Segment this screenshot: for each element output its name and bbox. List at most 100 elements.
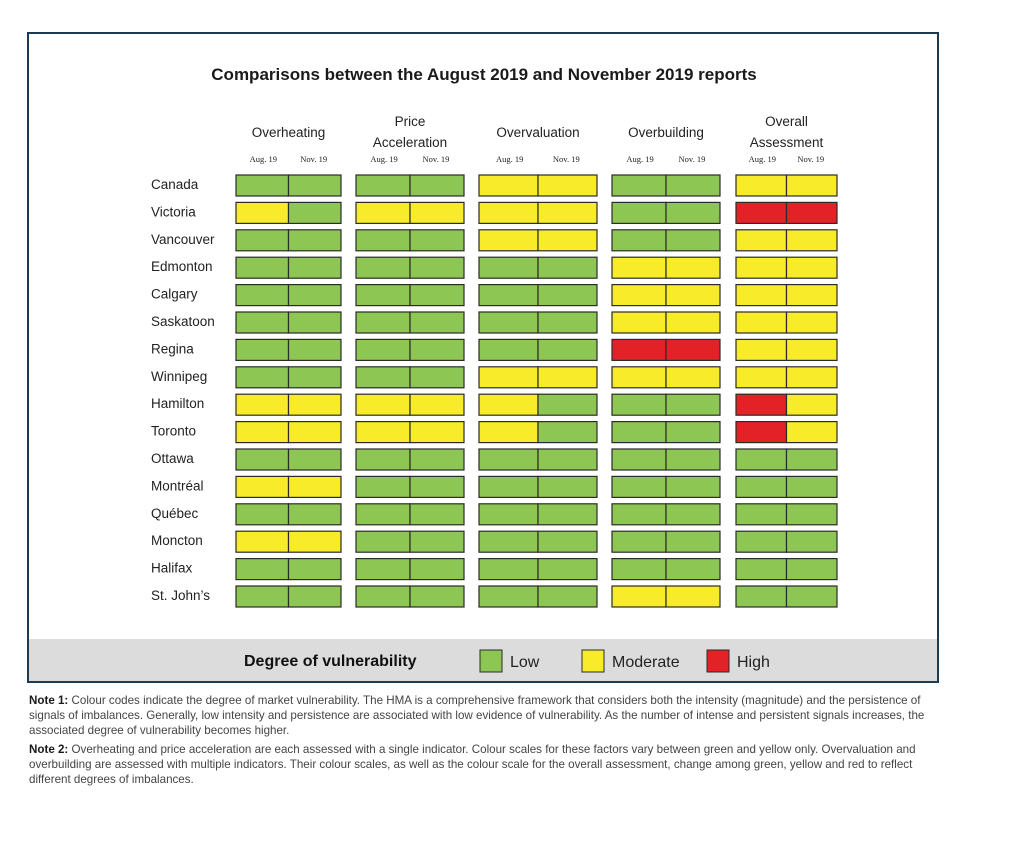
cell-ottawa-0-1 bbox=[287, 448, 342, 471]
cell-calgary-0-1 bbox=[287, 284, 342, 307]
cell-saskatoon-0-0 bbox=[235, 311, 290, 334]
cell-hamilton-4-0 bbox=[735, 393, 788, 416]
sub-header-4-1: Nov. 19 bbox=[797, 154, 824, 164]
cell-moncton-1-0 bbox=[355, 530, 411, 553]
cell-ottawa-1-0 bbox=[355, 448, 411, 471]
cell-victoria-0-0 bbox=[235, 201, 290, 224]
sub-header-1-0: Aug. 19 bbox=[370, 154, 397, 164]
cell-hamilton-4-1 bbox=[785, 393, 838, 416]
cell-calgary-1-0 bbox=[355, 284, 411, 307]
cell-edmonton-1-0 bbox=[355, 256, 411, 279]
city-label: Calgary bbox=[151, 287, 198, 302]
cell-canada-0-1 bbox=[287, 174, 342, 197]
cell-winnipeg-2-0 bbox=[478, 366, 539, 389]
cell-montr-al-1-1 bbox=[409, 475, 465, 498]
cell-moncton-4-0 bbox=[735, 530, 788, 553]
cell-qu-bec-1-0 bbox=[355, 503, 411, 526]
cell-edmonton-0-0 bbox=[235, 256, 290, 279]
city-label: Victoria bbox=[151, 204, 196, 219]
cell-moncton-2-1 bbox=[537, 530, 598, 553]
cell-ottawa-3-1 bbox=[665, 448, 721, 471]
cell-st-john-s-1-0 bbox=[355, 585, 411, 608]
cell-canada-1-0 bbox=[355, 174, 411, 197]
cell-toronto-0-1 bbox=[287, 421, 342, 444]
cell-victoria-1-1 bbox=[409, 201, 465, 224]
cell-edmonton-2-1 bbox=[537, 256, 598, 279]
note-1-label: Note 1: bbox=[29, 694, 69, 707]
cell-vancouver-2-1 bbox=[537, 229, 598, 252]
cell-moncton-4-1 bbox=[785, 530, 838, 553]
cell-edmonton-2-0 bbox=[478, 256, 539, 279]
cell-canada-3-1 bbox=[665, 174, 721, 197]
cell-vancouver-3-0 bbox=[611, 229, 667, 252]
cell-winnipeg-1-0 bbox=[355, 366, 411, 389]
cell-moncton-2-0 bbox=[478, 530, 539, 553]
cell-montr-al-3-1 bbox=[665, 475, 721, 498]
cell-moncton-0-1 bbox=[287, 530, 342, 553]
city-label: Saskatoon bbox=[151, 314, 215, 329]
cell-hamilton-0-1 bbox=[287, 393, 342, 416]
cell-calgary-4-0 bbox=[735, 284, 788, 307]
cell-st-john-s-2-1 bbox=[537, 585, 598, 608]
city-label: Montréal bbox=[151, 478, 204, 493]
cell-edmonton-0-1 bbox=[287, 256, 342, 279]
cell-ottawa-3-0 bbox=[611, 448, 667, 471]
cell-canada-3-0 bbox=[611, 174, 667, 197]
group-header-0-line-0: Overheating bbox=[252, 125, 326, 140]
cell-montr-al-3-0 bbox=[611, 475, 667, 498]
note-1: Note 1: Colour codes indicate the degree… bbox=[29, 693, 929, 738]
cell-halifax-4-1 bbox=[785, 557, 838, 581]
cell-moncton-3-1 bbox=[665, 530, 721, 553]
city-label: Moncton bbox=[151, 533, 203, 548]
cell-saskatoon-2-1 bbox=[537, 311, 598, 334]
cell-vancouver-1-0 bbox=[355, 229, 411, 252]
legend-swatch-low bbox=[479, 649, 503, 673]
cell-vancouver-0-0 bbox=[235, 229, 290, 252]
cell-hamilton-2-0 bbox=[478, 393, 539, 416]
cell-regina-3-1 bbox=[665, 338, 721, 361]
cell-montr-al-0-0 bbox=[235, 475, 290, 498]
cell-regina-0-1 bbox=[287, 338, 342, 361]
cell-montr-al-2-1 bbox=[537, 475, 598, 498]
cell-toronto-0-0 bbox=[235, 421, 290, 444]
cell-st-john-s-4-0 bbox=[735, 585, 788, 608]
group-header-3-line-0: Overbuilding bbox=[628, 125, 704, 140]
legend-label-high: High bbox=[737, 654, 770, 671]
cell-qu-bec-3-1 bbox=[665, 503, 721, 526]
legend-swatch-moderate bbox=[581, 649, 605, 673]
cell-victoria-4-1 bbox=[785, 201, 838, 224]
cell-winnipeg-0-1 bbox=[287, 366, 342, 389]
cell-winnipeg-3-1 bbox=[665, 366, 721, 389]
sub-header-3-1: Nov. 19 bbox=[678, 154, 705, 164]
cell-st-john-s-0-0 bbox=[235, 585, 290, 608]
cell-moncton-3-0 bbox=[611, 530, 667, 553]
cell-moncton-1-1 bbox=[409, 530, 465, 553]
cell-winnipeg-4-0 bbox=[735, 366, 788, 389]
cell-canada-2-1 bbox=[537, 174, 598, 197]
cell-halifax-4-0 bbox=[735, 557, 788, 581]
cell-montr-al-2-0 bbox=[478, 475, 539, 498]
sub-header-2-1: Nov. 19 bbox=[553, 154, 580, 164]
legend-label-moderate: Moderate bbox=[612, 654, 680, 671]
city-label: Edmonton bbox=[151, 259, 213, 274]
cell-edmonton-3-0 bbox=[611, 256, 667, 279]
cell-winnipeg-0-0 bbox=[235, 366, 290, 389]
cell-ottawa-4-1 bbox=[785, 448, 838, 471]
cell-victoria-1-0 bbox=[355, 201, 411, 224]
city-label: Regina bbox=[151, 341, 194, 356]
cell-qu-bec-4-1 bbox=[785, 503, 838, 526]
cell-edmonton-1-1 bbox=[409, 256, 465, 279]
sub-header-3-0: Aug. 19 bbox=[626, 154, 653, 164]
cell-montr-al-1-0 bbox=[355, 475, 411, 498]
city-label: Winnipeg bbox=[151, 369, 207, 384]
cell-regina-3-0 bbox=[611, 338, 667, 361]
cell-canada-4-0 bbox=[735, 174, 788, 197]
cell-halifax-2-0 bbox=[478, 557, 539, 581]
sub-header-2-0: Aug. 19 bbox=[496, 154, 523, 164]
cell-ottawa-1-1 bbox=[409, 448, 465, 471]
cell-hamilton-0-0 bbox=[235, 393, 290, 416]
cell-halifax-0-0 bbox=[235, 557, 290, 581]
cell-victoria-4-0 bbox=[735, 201, 788, 224]
cell-ottawa-4-0 bbox=[735, 448, 788, 471]
cell-calgary-2-0 bbox=[478, 284, 539, 307]
